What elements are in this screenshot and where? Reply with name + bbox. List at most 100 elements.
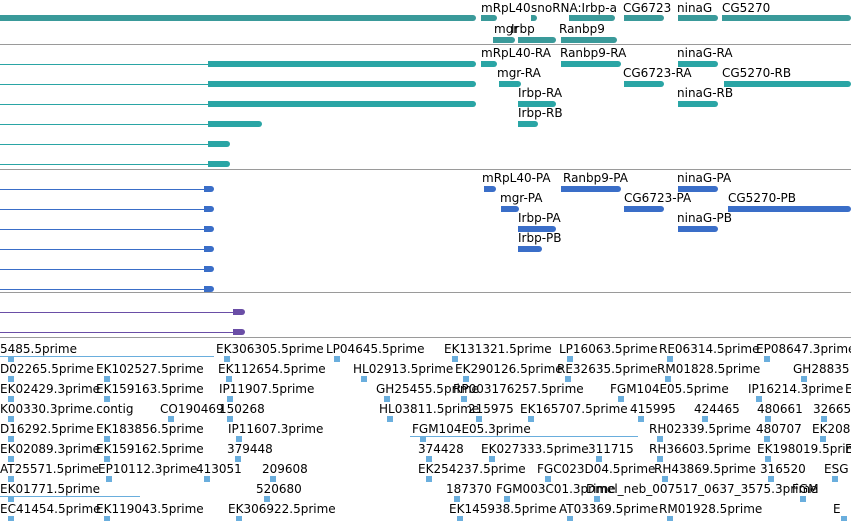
gene-feature[interactable]: [493, 37, 515, 43]
est-feature-mark[interactable]: [756, 396, 762, 402]
gene-feature[interactable]: [561, 37, 617, 43]
est-feature-mark[interactable]: [384, 396, 390, 402]
est-label[interactable]: AT25571.5prime: [0, 462, 100, 476]
est-label[interactable]: 374428: [418, 442, 464, 456]
protein-label[interactable]: Ranbp9-PA: [563, 171, 628, 185]
est-feature-mark[interactable]: [452, 356, 458, 362]
protein-label[interactable]: ninaG-PA: [677, 171, 732, 185]
est-feature-mark[interactable]: [264, 496, 270, 502]
est-label[interactable]: EK02429.3prime: [0, 382, 101, 396]
est-feature-mark[interactable]: [104, 376, 110, 382]
est-feature-mark[interactable]: [8, 516, 14, 521]
est-feature-mark[interactable]: [461, 396, 467, 402]
gene-label[interactable]: mgr: [494, 22, 519, 36]
est-label[interactable]: RM01928.5prime: [659, 502, 763, 516]
protein-cds[interactable]: [678, 186, 718, 192]
est-feature-mark[interactable]: [801, 376, 807, 382]
est-feature-mark[interactable]: [104, 516, 110, 521]
est-feature-mark[interactable]: [665, 376, 671, 382]
gene-label[interactable]: Irbp: [511, 22, 535, 36]
protein-cds[interactable]: [678, 226, 718, 232]
est-line[interactable]: [0, 356, 214, 357]
est-label[interactable]: RH02339.5prime: [649, 422, 751, 436]
protein-cds[interactable]: [561, 186, 621, 192]
transcript-label[interactable]: Irbp-RA: [518, 86, 563, 100]
est-feature-mark[interactable]: [594, 496, 600, 502]
est-label[interactable]: RE06314.5prime: [659, 342, 760, 356]
est-line[interactable]: [410, 436, 638, 437]
est-feature-mark[interactable]: [426, 456, 432, 462]
est-feature-mark[interactable]: [528, 416, 534, 422]
gene-label[interactable]: mRpL40: [481, 1, 531, 15]
transcript-exon[interactable]: [561, 61, 621, 67]
est-label[interactable]: 379448: [227, 442, 273, 456]
protein-label[interactable]: CG6723-PA: [624, 191, 692, 205]
est-label[interactable]: 316520: [760, 462, 806, 476]
est-label[interactable]: FGM003C01.3prime: [496, 482, 616, 496]
est-label[interactable]: EK306305.5prime: [216, 342, 324, 356]
protein-cds[interactable]: [204, 246, 214, 252]
gene-label[interactable]: Ranbp9: [559, 22, 605, 36]
est-label[interactable]: 311715: [588, 442, 634, 456]
est-feature-mark[interactable]: [8, 496, 14, 502]
gene-feature[interactable]: [518, 37, 556, 43]
est-label[interactable]: 520680: [256, 482, 302, 496]
est-feature-mark[interactable]: [420, 436, 426, 442]
transcript-label[interactable]: Ranbp9-RA: [560, 46, 627, 60]
est-label[interactable]: EP10112.3prime: [98, 462, 198, 476]
est-label[interactable]: IP11607.3prime: [228, 422, 324, 436]
transcript-exon[interactable]: [499, 81, 521, 87]
est-label[interactable]: EK198019.5prime: [757, 442, 851, 456]
est-feature-mark[interactable]: [800, 496, 806, 502]
est-label[interactable]: RH43869.5prime: [654, 462, 756, 476]
protein-label[interactable]: Irbp-PA: [518, 211, 561, 225]
est-feature-mark[interactable]: [270, 476, 276, 482]
protein-label[interactable]: mRpL40-PA: [482, 171, 551, 185]
est-feature-mark[interactable]: [841, 516, 847, 521]
est-label[interactable]: EK183856.5prime: [96, 422, 204, 436]
est-feature-mark[interactable]: [457, 516, 463, 521]
ncrna-exon[interactable]: [233, 329, 245, 335]
est-feature-mark[interactable]: [768, 476, 774, 482]
est-feature-mark[interactable]: [8, 396, 14, 402]
protein-label[interactable]: Irbp-PB: [518, 231, 562, 245]
est-label[interactable]: RE32635.5prime: [557, 362, 658, 376]
est-feature-mark[interactable]: [832, 476, 838, 482]
ncrna-line[interactable]: [0, 332, 240, 333]
est-label[interactable]: EK165707.5prime: [520, 402, 628, 416]
transcript-label[interactable]: mgr-RA: [497, 66, 541, 80]
est-feature-mark[interactable]: [204, 476, 210, 482]
gene-label[interactable]: CG5270: [722, 1, 771, 15]
protein-line[interactable]: [0, 229, 208, 230]
est-feature-mark[interactable]: [618, 396, 624, 402]
gene-feature[interactable]: [481, 15, 497, 21]
est-feature-mark[interactable]: [454, 496, 460, 502]
est-feature-mark[interactable]: [361, 376, 367, 382]
protein-label[interactable]: mgr-PA: [500, 191, 543, 205]
est-feature-mark[interactable]: [8, 436, 14, 442]
est-label[interactable]: FGM104E05.3prime: [412, 422, 531, 436]
est-feature-mark[interactable]: [426, 476, 432, 482]
est-label[interactable]: D02265.5prime: [0, 362, 94, 376]
est-feature-mark[interactable]: [227, 416, 233, 422]
est-label[interactable]: Dmel_neb_007517_0637_3575.3prime: [586, 482, 818, 496]
gene-label[interactable]: CG6723: [623, 1, 672, 15]
transcript-exon[interactable]: [678, 61, 718, 67]
est-label[interactable]: EK112654.5prime: [218, 362, 326, 376]
gene-feature[interactable]: [531, 15, 537, 21]
protein-line[interactable]: [0, 249, 208, 250]
gene-label[interactable]: ninaG: [677, 1, 713, 15]
est-label[interactable]: 150268: [219, 402, 265, 416]
est-label[interactable]: RP003176257.5prime: [453, 382, 584, 396]
transcript-exon[interactable]: [518, 101, 556, 107]
protein-label[interactable]: CG5270-PB: [728, 191, 797, 205]
est-feature-mark[interactable]: [334, 356, 340, 362]
est-label[interactable]: EK290126.5prime: [455, 362, 563, 376]
est-label[interactable]: EK131321.5prime: [444, 342, 552, 356]
gene-feature[interactable]: [722, 15, 851, 21]
est-label[interactable]: D16292.5prime: [0, 422, 94, 436]
est-label[interactable]: K00330.3prime.contig: [0, 402, 134, 416]
est-label[interactable]: E: [833, 502, 841, 516]
est-feature-mark[interactable]: [224, 356, 230, 362]
est-label[interactable]: EK208: [812, 422, 851, 436]
